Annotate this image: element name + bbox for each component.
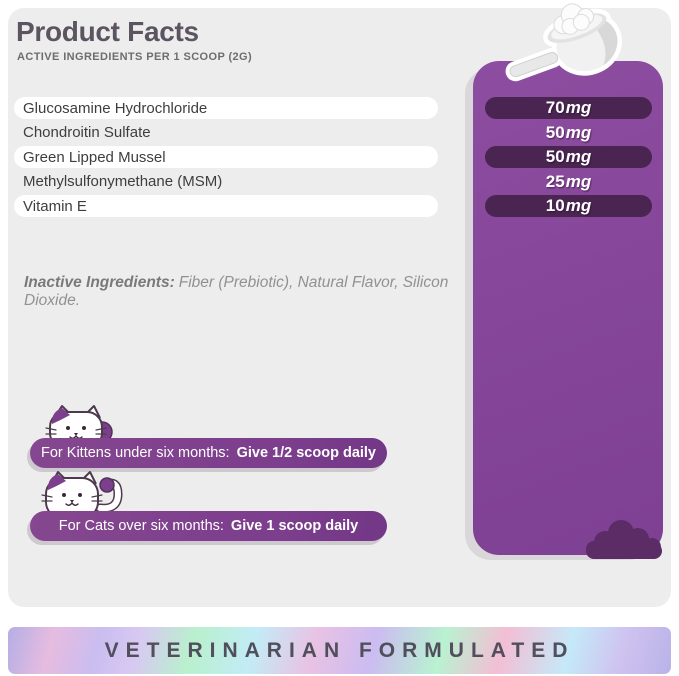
ingredient-row: Glucosamine Hydrochloride — [14, 97, 438, 119]
ingredient-row: Vitamin E — [14, 195, 438, 217]
active-ingredients-subtitle: ACTIVE INGREDIENTS PER 1 SCOOP (2G) — [17, 51, 253, 63]
dosage-label: For Cats over six months: — [58, 518, 224, 534]
amount-value: 50 — [545, 122, 565, 142]
inactive-ingredients-label: Inactive Ingredients: — [24, 274, 175, 291]
dosage-instruction: Give 1 scoop daily — [230, 518, 359, 534]
amount-unit: mg — [565, 98, 592, 117]
inactive-ingredients: Inactive Ingredients: Fiber (Prebiotic), … — [24, 274, 454, 310]
ingredient-row: Methylsulfonymethane (MSM) — [14, 171, 438, 193]
amount-list: 70 mg 50 mg 50 mg 25 mg 10 mg — [485, 97, 652, 217]
dosage-banner-cats: For Cats over six months: Give 1 scoop d… — [30, 511, 387, 541]
amount-value: 50 — [545, 147, 565, 166]
amount-pill: 50 mg — [485, 146, 652, 168]
footer-banner: VETERINARIAN FORMULATED — [8, 627, 671, 674]
amount-unit: mg — [565, 171, 592, 191]
cat-icon — [41, 471, 123, 518]
ingredient-name: Green Lipped Mussel — [23, 148, 166, 166]
dosage-banner-kittens: For Kittens under six months: Give 1/2 s… — [30, 438, 387, 468]
amount-unit: mg — [565, 122, 592, 142]
ingredient-row: Chondroitin Sulfate — [14, 122, 438, 144]
inactive-ingredients-text: Fiber (Prebiotic), Natural Flavor, Silic… — [24, 274, 449, 309]
amounts-card: 70 mg 50 mg 50 mg 25 mg 10 mg — [473, 61, 663, 555]
dosage-instruction: Give 1/2 scoop daily — [236, 445, 376, 461]
ingredient-row: Green Lipped Mussel — [14, 146, 438, 168]
amount-unit: mg — [565, 196, 592, 215]
page-title: Product Facts — [16, 16, 199, 47]
amount-value: 70 — [545, 98, 565, 117]
amount-value: 10 — [545, 196, 565, 215]
amount-row: 50 mg — [485, 122, 652, 144]
ingredient-name: Glucosamine Hydrochloride — [23, 99, 208, 117]
ingredient-name: Methylsulfonymethane (MSM) — [23, 173, 223, 190]
powder-scoop-icon — [505, 3, 622, 82]
amount-value: 25 — [545, 171, 565, 191]
amount-unit: mg — [565, 147, 592, 166]
amount-pill: 70 mg — [485, 97, 652, 119]
veterinarian-formulated-text: VETERINARIAN FORMULATED — [104, 638, 575, 662]
ingredient-name: Chondroitin Sulfate — [23, 124, 151, 141]
ingredient-name: Vitamin E — [23, 197, 87, 215]
ingredient-list: Glucosamine Hydrochloride Chondroitin Su… — [14, 97, 438, 217]
bush-icon — [586, 520, 662, 559]
amount-row: 25 mg — [485, 171, 652, 193]
amount-pill: 10 mg — [485, 195, 652, 217]
dosage-label: For Kittens under six months: — [41, 445, 230, 461]
